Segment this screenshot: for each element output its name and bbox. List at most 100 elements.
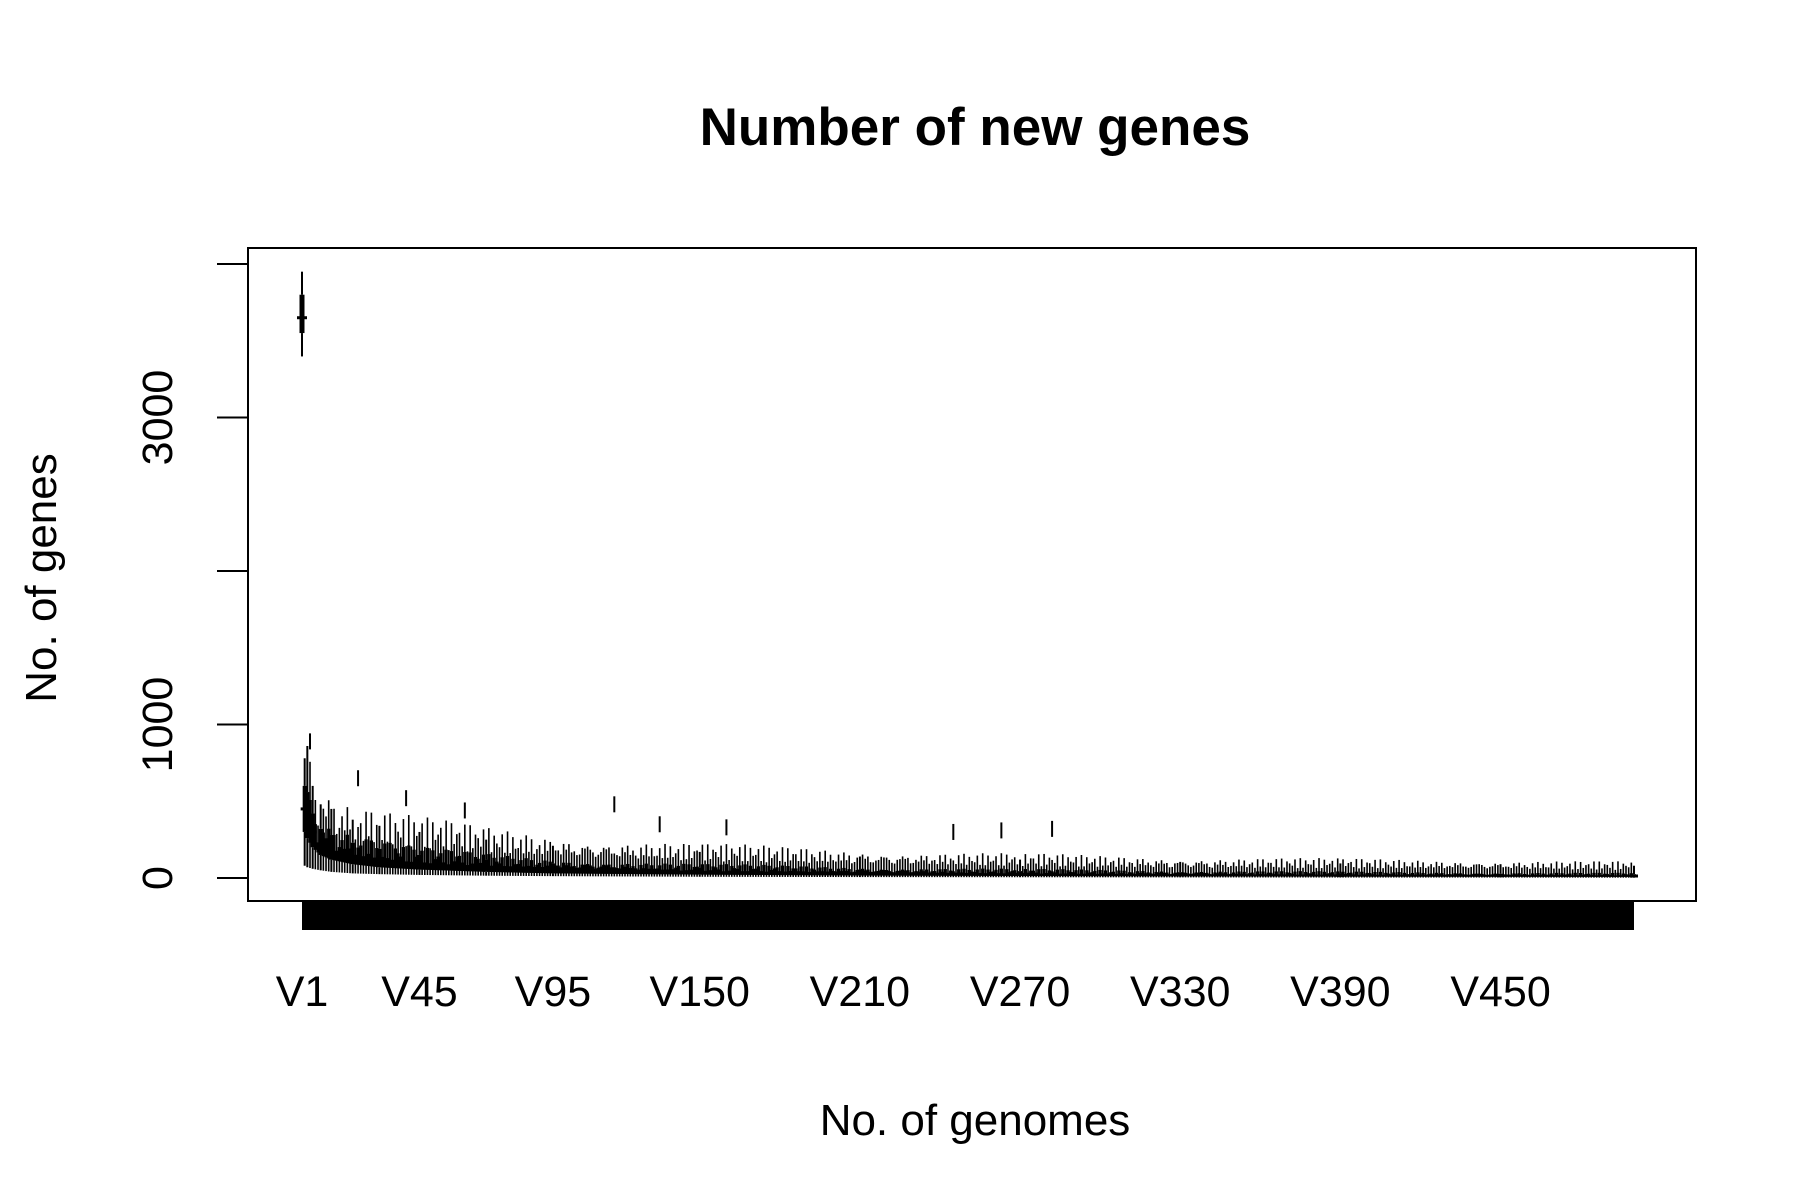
box-body xyxy=(1301,874,1305,877)
box-body xyxy=(791,868,795,876)
box-body xyxy=(1272,874,1276,877)
box-body xyxy=(1445,874,1449,877)
box-291 xyxy=(1074,856,1078,878)
box-body xyxy=(610,867,614,874)
box-body xyxy=(1085,870,1089,877)
box-468 xyxy=(1546,867,1551,878)
box-32 xyxy=(383,815,387,875)
box-180 xyxy=(778,860,782,877)
box-402 xyxy=(1370,866,1375,878)
box-body xyxy=(868,871,873,876)
box-body xyxy=(874,871,878,876)
box-166 xyxy=(740,861,745,877)
box-body xyxy=(1154,871,1158,877)
box-200 xyxy=(831,860,835,878)
box-129 xyxy=(642,855,646,877)
box-body xyxy=(1215,873,1220,877)
box-body xyxy=(1109,872,1113,877)
box-222 xyxy=(890,862,894,878)
box-body xyxy=(1472,873,1476,877)
box-52 xyxy=(436,834,440,876)
box-97 xyxy=(556,850,560,877)
box-body xyxy=(820,871,825,876)
box-387 xyxy=(1330,860,1334,878)
box-body xyxy=(1504,874,1508,877)
box-body xyxy=(436,856,440,871)
box-370 xyxy=(1285,861,1289,878)
box-28 xyxy=(372,842,376,875)
box-360 xyxy=(1258,866,1262,878)
box-51 xyxy=(433,839,438,876)
box-body xyxy=(332,835,336,861)
box-68 xyxy=(479,846,483,876)
box-39 xyxy=(401,819,406,875)
box-463 xyxy=(1533,867,1537,878)
box-body xyxy=(1111,871,1116,877)
box-body xyxy=(775,867,779,876)
box-body xyxy=(1205,872,1209,877)
box-176 xyxy=(767,847,771,877)
box-251 xyxy=(967,856,971,878)
box-body xyxy=(1256,871,1260,877)
box-417 xyxy=(1410,862,1415,878)
box-252 xyxy=(970,860,974,878)
box-body xyxy=(1584,873,1588,877)
box-body xyxy=(556,865,560,874)
box-203 xyxy=(839,860,843,878)
box-body xyxy=(743,864,747,875)
box-359 xyxy=(1256,859,1260,878)
box-378 xyxy=(1306,864,1310,878)
box-465 xyxy=(1538,868,1543,878)
box-307 xyxy=(1117,857,1121,878)
box-body xyxy=(1197,872,1201,877)
box-body xyxy=(1021,873,1025,877)
box-459 xyxy=(1522,865,1527,878)
box-168 xyxy=(746,861,750,877)
box-body xyxy=(919,869,923,876)
box-body xyxy=(1506,874,1511,877)
box-body xyxy=(999,868,1003,876)
box-body xyxy=(1560,873,1564,877)
x-axis-labels: V1 V45 V95 V150 V210 V270 V330 V390 V450 xyxy=(276,968,1551,1016)
box-49 xyxy=(428,848,432,876)
box-406 xyxy=(1381,868,1385,878)
box-body xyxy=(711,866,715,875)
box-body xyxy=(1237,871,1241,877)
box-body xyxy=(911,872,915,876)
box-466 xyxy=(1541,863,1545,878)
box-249 xyxy=(962,853,966,878)
box-body xyxy=(567,862,571,874)
box-body xyxy=(1629,873,1633,877)
box-body xyxy=(1290,873,1294,877)
box-body xyxy=(359,845,363,866)
box-64 xyxy=(468,825,472,876)
box-body xyxy=(866,869,870,876)
box-397 xyxy=(1357,868,1361,878)
box-body xyxy=(1362,874,1366,877)
box-body xyxy=(1223,872,1228,877)
box-162 xyxy=(730,848,734,877)
box-151 xyxy=(700,844,705,877)
box-body xyxy=(991,871,995,876)
box-457 xyxy=(1517,862,1521,878)
box-6 xyxy=(313,800,317,870)
box-103 xyxy=(572,851,576,877)
box-body xyxy=(647,868,651,875)
box-body xyxy=(1386,873,1391,877)
box-body xyxy=(1501,874,1505,877)
box-371 xyxy=(1288,863,1292,878)
box-364 xyxy=(1269,862,1273,878)
box-body xyxy=(1568,873,1572,877)
box-258 xyxy=(986,855,990,878)
box-body xyxy=(367,853,371,867)
box-body xyxy=(372,857,376,867)
box-body xyxy=(1146,872,1150,877)
box-body xyxy=(1261,871,1265,877)
box-body xyxy=(1077,873,1081,877)
box-187 xyxy=(796,861,801,877)
box-body xyxy=(1023,869,1027,877)
box-body xyxy=(794,868,798,876)
box-389 xyxy=(1336,858,1340,878)
box-186 xyxy=(794,854,798,877)
